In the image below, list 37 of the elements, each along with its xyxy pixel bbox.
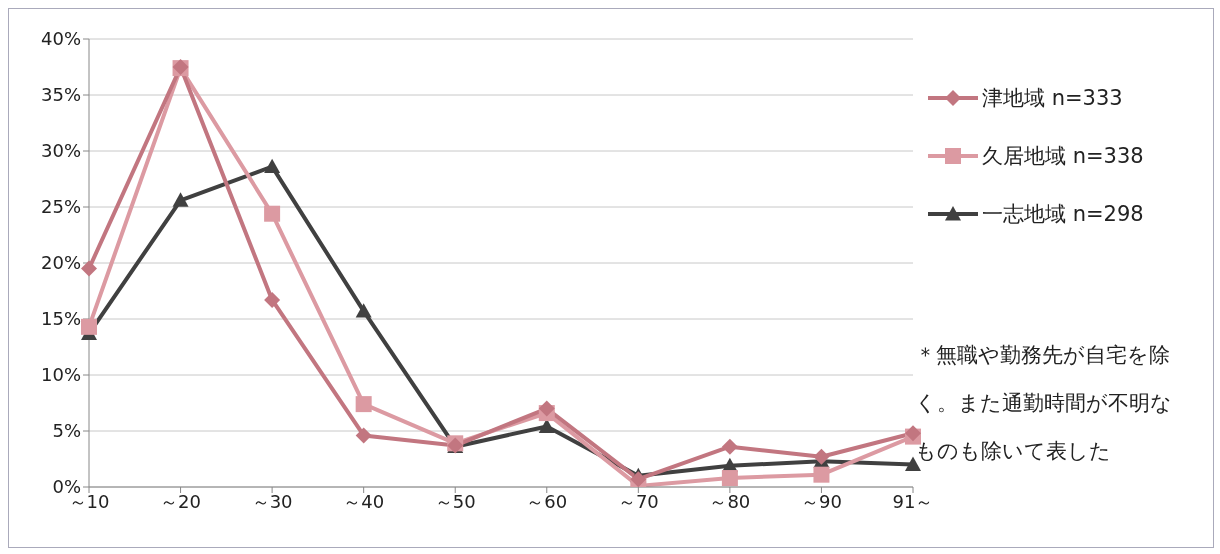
legend-label: 久居地域 n=338 <box>982 143 1144 170</box>
legend-label: 津地域 n=333 <box>982 85 1123 112</box>
point <box>264 291 281 308</box>
point <box>264 158 281 174</box>
point <box>264 205 281 222</box>
x-tick-label: ～20 <box>160 490 202 512</box>
point <box>538 400 555 417</box>
point <box>813 466 830 483</box>
x-tick-label: ～50 <box>434 490 476 512</box>
y-tick-label: 5% <box>52 420 81 442</box>
point <box>905 456 921 471</box>
point <box>81 318 97 335</box>
point <box>81 260 97 277</box>
x-tick-label: ～30 <box>251 490 293 512</box>
x-tick-label: ～40 <box>343 490 385 512</box>
y-tick-label: 25% <box>40 196 81 218</box>
point <box>721 470 738 487</box>
x-tick-label: ～80 <box>709 490 751 512</box>
point <box>355 396 372 413</box>
x-tick-label: ～70 <box>617 490 659 512</box>
y-tick-label: 35% <box>40 84 81 106</box>
point <box>355 427 372 444</box>
point <box>721 438 738 455</box>
x-tick-label: 91～ <box>892 490 934 512</box>
y-tick-label: 30% <box>40 140 81 162</box>
point <box>630 471 647 487</box>
y-tick-label: 10% <box>40 364 81 386</box>
legend-label: 一志地域 n=298 <box>982 201 1144 228</box>
y-tick-label: 40% <box>40 28 81 50</box>
y-tick-label: 20% <box>40 252 81 274</box>
x-tick-label: ～90 <box>800 490 842 512</box>
point <box>172 192 189 207</box>
x-tick-label: ～60 <box>526 490 568 512</box>
y-tick-label: 15% <box>40 308 81 330</box>
point <box>355 303 372 318</box>
point <box>813 448 830 465</box>
text: ＊無職や勤務先が自宅を除く。また通勤時間が不明なものも除いて表した <box>915 342 1173 465</box>
